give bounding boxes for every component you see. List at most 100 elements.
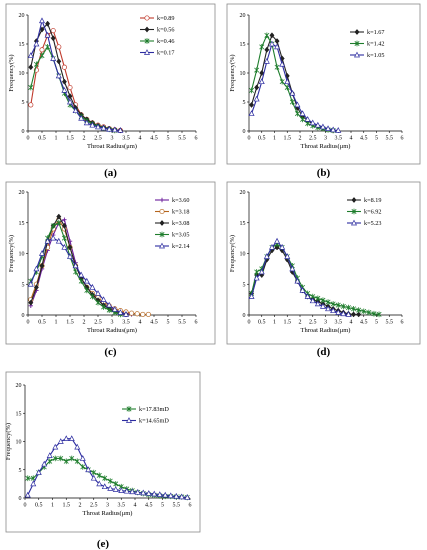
data-point: [63, 458, 69, 465]
x-tick-label: 5.5: [178, 320, 186, 326]
data-point: [345, 304, 351, 311]
x-tick-label: 2: [299, 320, 302, 326]
data-point: [268, 40, 275, 47]
data-point: [325, 305, 332, 312]
series-line: [30, 22, 121, 131]
data-point: [263, 58, 270, 64]
y-axis-title: Frequency(%): [8, 235, 15, 272]
y-axis-title: Frequency(%): [5, 423, 12, 460]
series-line: [251, 243, 380, 315]
panel-label: (a): [104, 167, 117, 179]
data-point: [117, 127, 124, 133]
data-point: [314, 300, 321, 307]
legend-marker: [126, 417, 132, 423]
data-point: [248, 293, 255, 299]
data-point: [33, 284, 39, 291]
data-point: [72, 262, 79, 269]
x-tick-label: 0.5: [35, 503, 43, 509]
chart-panel-4: 0 5 10 15 20 0 0.5 1 1.5 2 2.5 3 3.5 4 4.5 5 5.5 6 Throat …: [226, 181, 421, 358]
series-3: [28, 213, 129, 318]
data-point: [274, 244, 280, 251]
chart-panel-3: 0 5 10 15 20 0 0.5 1 1.5 2 2.5 3 3.5 4 4.5 5 5.5 6 Throat …: [5, 181, 216, 358]
data-point: [340, 303, 346, 310]
x-tick-label: 5.5: [178, 136, 186, 142]
legend-marker: [144, 15, 150, 21]
x-tick-label: 5: [161, 503, 164, 509]
data-point: [253, 274, 260, 281]
y-tick-label: 5: [243, 100, 246, 106]
data-point: [294, 277, 301, 284]
data-point: [61, 243, 68, 250]
data-point: [107, 485, 114, 491]
data-point: [304, 293, 311, 299]
series-2: [24, 435, 191, 500]
legend-marker: [354, 40, 360, 47]
legend-item: k=3.60: [155, 197, 189, 204]
data-point: [55, 237, 62, 244]
legend-label: k=3.60: [172, 197, 189, 204]
chart-panel-1: 0 5 10 15 20 0 0.5 1 1.5 2 2.5 3 3.5 4 4.5 5 5.5 6 Throat …: [5, 3, 216, 179]
data-point: [68, 435, 75, 442]
x-tick-label: 6: [401, 320, 404, 326]
data-point: [279, 60, 286, 67]
legend-item: k=3.05: [155, 231, 189, 239]
data-point: [289, 99, 295, 105]
data-point: [58, 455, 64, 462]
x-tick-label: 4.5: [145, 503, 153, 509]
legend-marker: [351, 196, 357, 204]
data-point: [50, 28, 56, 34]
data-point: [111, 126, 118, 133]
series-1: [28, 28, 123, 133]
y-tick-label: 15: [19, 221, 25, 227]
x-tick-label: 1.5: [284, 136, 292, 142]
data-point: [167, 492, 174, 499]
series-3: [248, 237, 352, 317]
y-tick-label: 0: [243, 313, 246, 319]
y-tick-label: 15: [240, 42, 246, 48]
y-tick-label: 0: [19, 496, 22, 502]
y-tick-label: 0: [22, 129, 25, 135]
x-tick-label: 1: [55, 320, 58, 326]
legend-marker: [144, 26, 150, 33]
data-point: [325, 125, 332, 132]
data-point: [340, 310, 347, 317]
legend-label: k=0.89: [157, 15, 174, 22]
data-point: [78, 278, 84, 285]
data-point: [78, 271, 85, 278]
x-tick-label: 0: [24, 503, 27, 509]
data-point: [44, 237, 51, 244]
data-point: [80, 464, 86, 470]
data-point: [56, 44, 62, 50]
x-tick-label: 0.5: [258, 320, 266, 326]
data-point: [56, 219, 62, 226]
data-point: [309, 297, 316, 304]
data-point: [319, 302, 326, 309]
data-point: [79, 455, 86, 461]
data-point: [67, 253, 73, 259]
data-point: [112, 486, 119, 492]
data-point: [356, 311, 362, 318]
x-tick-label: 5: [375, 320, 378, 326]
data-point: [47, 458, 53, 465]
data-point: [178, 493, 185, 500]
legend-item: k=1.05: [350, 51, 384, 59]
data-point: [102, 475, 108, 482]
x-tick-label: 1: [51, 503, 54, 509]
legend-item: k=6.92: [347, 208, 381, 216]
data-point: [129, 488, 136, 495]
data-point: [61, 87, 68, 93]
data-point: [279, 243, 286, 250]
data-point: [134, 311, 140, 317]
data-point: [61, 78, 67, 85]
data-point: [300, 116, 306, 123]
x-tick-label: 2.5: [309, 320, 317, 326]
x-tick-label: 5.5: [386, 320, 394, 326]
data-point: [264, 46, 270, 53]
data-point: [63, 435, 70, 442]
data-point: [304, 116, 311, 122]
data-point: [52, 443, 59, 450]
y-axis-title: Frequency(%): [8, 54, 15, 91]
data-point: [376, 311, 382, 318]
data-point: [309, 119, 316, 126]
